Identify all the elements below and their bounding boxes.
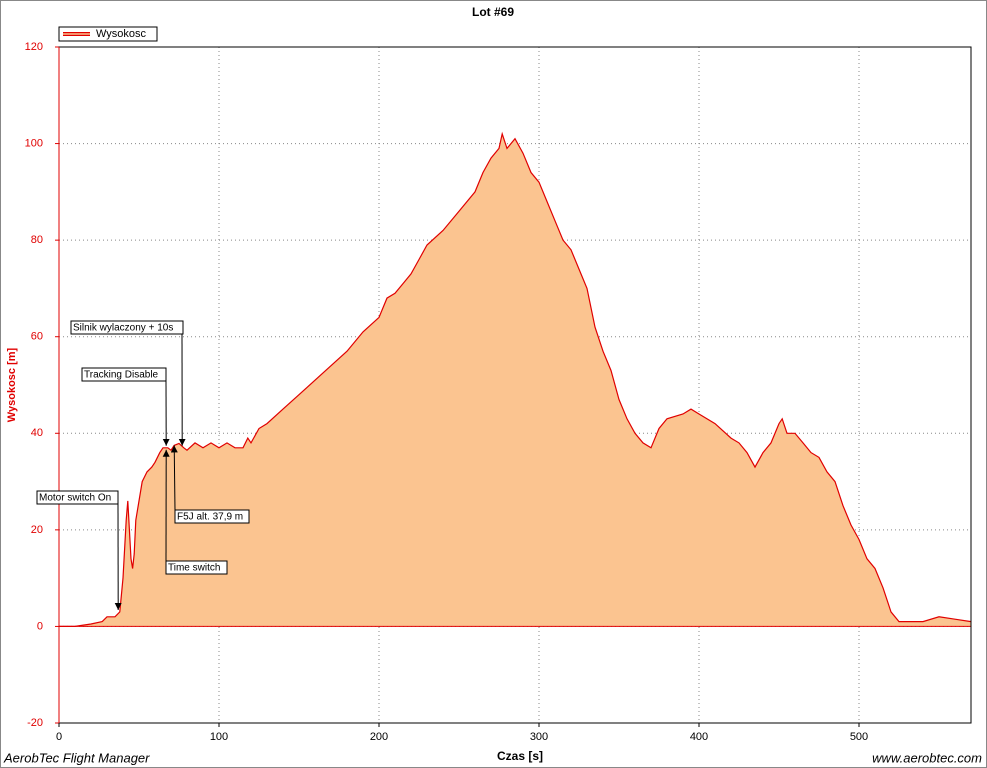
x-axis-label: Czas [s]: [497, 749, 543, 763]
y-tick-label: 80: [31, 234, 43, 246]
annotation-label: Tracking Disable: [84, 370, 159, 381]
legend-label: Wysokosc: [96, 28, 147, 40]
x-tick-label: 0: [56, 731, 62, 743]
annotation-label: Motor switch On: [39, 493, 111, 504]
footer-left: AerobTec Flight Manager: [3, 750, 150, 765]
annotation-box: [165, 560, 228, 575]
x-tick-label: 500: [850, 731, 868, 743]
annotation-label: Silnik wylaczony + 10s: [73, 323, 173, 334]
y-tick-label: -20: [27, 717, 43, 729]
annotation-box: [174, 509, 250, 524]
chart-title: Lot #69: [472, 5, 514, 19]
y-tick-label: 120: [25, 41, 43, 53]
y-tick-label: 40: [31, 427, 43, 439]
y-tick-label: 20: [31, 524, 43, 536]
legend-box: [58, 26, 158, 42]
x-tick-label: 100: [210, 731, 228, 743]
annotation-box: [81, 367, 167, 382]
y-tick-label: 0: [37, 620, 43, 632]
x-tick-label: 300: [530, 731, 548, 743]
annotation-box: [36, 490, 119, 505]
line: [59, 131, 972, 627]
x-tick-label: 200: [370, 731, 388, 743]
annotation-box: [70, 320, 184, 335]
y-tick-label: 60: [31, 331, 43, 343]
annotation-label: F5J alt. 37,9 m: [177, 512, 243, 523]
y-tick-label: 100: [25, 137, 43, 149]
annotation-arrow: [170, 445, 178, 511]
x-tick-label: 400: [690, 731, 708, 743]
footer-right: www.aerobtec.com: [872, 750, 982, 765]
annotation-label: Time switch: [168, 563, 220, 574]
area-fill: [59, 133, 971, 627]
y-axis-label: Wysokosc [m]: [6, 347, 18, 422]
